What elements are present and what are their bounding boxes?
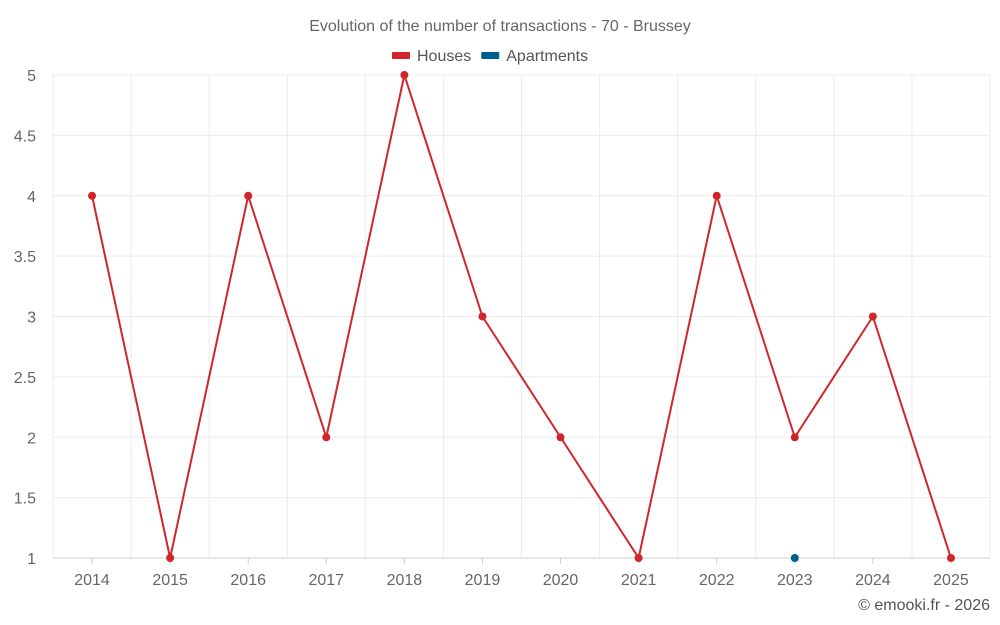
- data-point-houses-2015[interactable]: [166, 554, 175, 562]
- data-point-houses-2022[interactable]: [712, 191, 721, 200]
- x-tick-label: 2020: [543, 572, 579, 589]
- data-point-apartments-2023[interactable]: [790, 554, 799, 562]
- series-line-houses: [91, 74, 952, 559]
- y-tick-label: 3.5: [14, 249, 36, 266]
- data-point-houses-2023[interactable]: [790, 433, 799, 442]
- x-tick-label: 2015: [152, 572, 188, 589]
- data-point-houses-2016[interactable]: [244, 191, 253, 200]
- y-tick-label: 5: [27, 68, 36, 85]
- x-axis-ticks: 2014 2015 2016 2017 2018 2019 2020 2021 2022 2023…: [74, 558, 969, 589]
- legend-label-houses[interactable]: Houses: [417, 48, 471, 65]
- data-point-houses-2019[interactable]: [478, 312, 487, 321]
- x-tick-label: 2023: [777, 572, 813, 589]
- x-tick-label: 2025: [933, 572, 969, 589]
- data-point-houses-2014[interactable]: [88, 191, 97, 200]
- x-tick-label: 2018: [387, 572, 423, 589]
- credit-text: © emooki.fr - 2026: [858, 597, 990, 614]
- data-point-houses-2018[interactable]: [400, 71, 409, 79]
- x-tick-label: 2019: [465, 572, 501, 589]
- gridlines: [52, 74, 991, 559]
- x-tick-label: 2021: [621, 572, 657, 589]
- data-point-houses-2021[interactable]: [634, 554, 643, 562]
- series-layer: [88, 71, 955, 562]
- x-tick-label: 2024: [855, 572, 891, 589]
- data-point-houses-2024[interactable]: [868, 312, 877, 321]
- y-tick-label: 2: [27, 430, 36, 447]
- x-tick-label: 2017: [308, 572, 344, 589]
- chart-title: Evolution of the number of transactions …: [309, 18, 691, 35]
- y-tick-label: 1.5: [14, 491, 36, 508]
- legend-swatch-apartments: [481, 52, 500, 59]
- x-tick-label: 2016: [230, 572, 266, 589]
- x-tick-label: 2014: [74, 572, 110, 589]
- legend: Houses Apartments: [392, 48, 588, 65]
- data-point-houses-2025[interactable]: [946, 554, 955, 562]
- x-tick-label: 2022: [699, 572, 735, 589]
- y-tick-label: 4.5: [14, 128, 36, 145]
- y-tick-label: 2.5: [14, 370, 36, 387]
- y-axis-ticks: 1 1.5 2 2.5 3 3.5 4 4.5 5: [14, 68, 36, 568]
- legend-label-apartments[interactable]: Apartments: [506, 48, 588, 65]
- y-tick-label: 3: [27, 310, 36, 327]
- legend-swatch-houses: [392, 52, 410, 59]
- y-tick-label: 1: [27, 551, 36, 568]
- data-point-houses-2020[interactable]: [556, 433, 565, 442]
- data-point-houses-2017[interactable]: [322, 433, 331, 442]
- y-tick-label: 4: [27, 189, 36, 206]
